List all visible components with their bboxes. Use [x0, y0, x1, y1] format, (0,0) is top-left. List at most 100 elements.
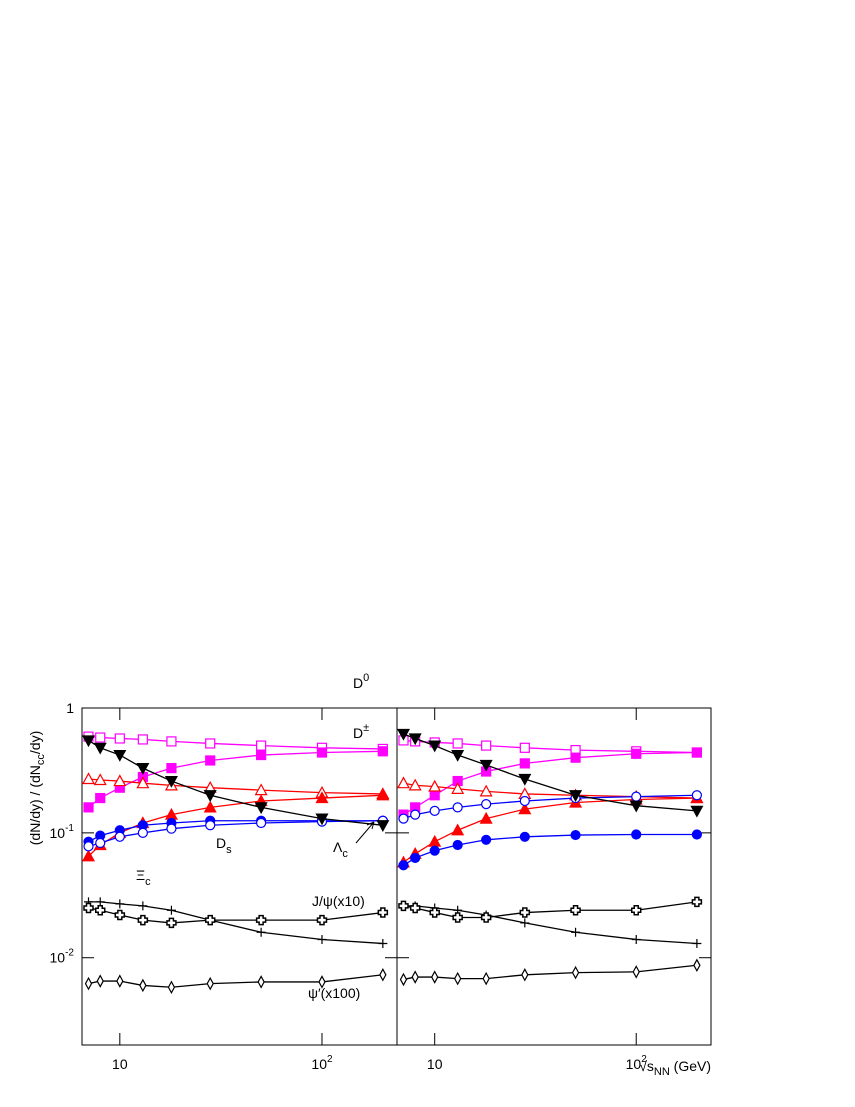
marker — [519, 831, 530, 842]
series-line — [403, 833, 697, 866]
text-part: Ξ — [136, 867, 145, 883]
marker — [317, 934, 327, 944]
marker — [203, 790, 217, 803]
plot-frame — [396, 707, 712, 1046]
marker — [571, 965, 580, 980]
marker — [631, 791, 642, 802]
marker — [376, 820, 390, 833]
marker — [428, 740, 442, 753]
marker — [166, 905, 176, 915]
marker — [95, 897, 105, 907]
marker — [256, 749, 267, 761]
x-tick-label: 102 — [311, 1054, 333, 1072]
marker — [254, 802, 268, 815]
marker — [630, 905, 642, 916]
marker — [410, 852, 421, 864]
marker — [428, 779, 442, 792]
x-axis-label: √sNN (GeV) — [639, 1058, 711, 1078]
marker — [164, 775, 178, 788]
marker — [690, 805, 704, 818]
marker — [113, 774, 127, 787]
text-part: D — [216, 835, 226, 851]
marker — [631, 829, 642, 840]
marker — [481, 834, 492, 845]
text-part: c — [145, 876, 151, 888]
marker — [519, 795, 530, 807]
marker — [115, 899, 125, 909]
marker — [431, 970, 439, 984]
marker — [377, 746, 388, 757]
annotation: J/ψ(x10) — [312, 893, 365, 909]
series-line — [403, 964, 697, 981]
marker — [114, 909, 126, 921]
marker — [378, 938, 388, 948]
marker — [138, 901, 148, 911]
marker — [137, 734, 148, 745]
annotation-arrow — [355, 821, 375, 844]
marker — [205, 755, 216, 766]
y-tick-label: 1 — [66, 700, 74, 716]
marker — [629, 800, 643, 813]
text-part: cc — [35, 754, 47, 766]
text-part: (dN/dy) / (dN — [27, 765, 43, 845]
marker — [113, 749, 127, 762]
marker — [96, 974, 104, 988]
marker — [429, 790, 440, 801]
marker — [396, 776, 411, 789]
marker — [256, 817, 267, 829]
text-part: 10 — [50, 950, 66, 966]
text-part: s — [226, 844, 232, 856]
marker — [409, 902, 421, 914]
marker — [316, 747, 328, 758]
marker — [631, 934, 641, 944]
marker — [408, 778, 422, 791]
marker — [692, 938, 702, 948]
text-part: NN — [654, 1066, 670, 1078]
marker — [377, 907, 389, 918]
marker — [205, 738, 216, 749]
marker — [316, 914, 328, 926]
marker — [520, 918, 530, 928]
marker — [396, 728, 411, 741]
marker — [479, 784, 493, 797]
marker — [519, 758, 530, 769]
x-tick-label: 10 — [112, 1056, 128, 1072]
marker — [632, 965, 640, 979]
marker — [452, 802, 463, 813]
marker — [93, 773, 107, 786]
marker — [481, 798, 492, 810]
marker — [166, 917, 177, 929]
text-part: 0 — [363, 672, 369, 684]
marker — [81, 772, 96, 785]
marker — [479, 759, 493, 772]
marker — [167, 980, 176, 995]
marker — [137, 914, 149, 926]
marker — [410, 809, 421, 820]
y-axis-label: (dN/dy) / (dNcc/dy) — [27, 731, 47, 845]
text-part: -1 — [65, 823, 74, 834]
marker — [81, 735, 96, 748]
text-part: J/ψ(x10) — [312, 893, 365, 909]
x-tick-label: 102 — [626, 1054, 648, 1072]
annotation: Ds — [216, 835, 232, 856]
text-part: /dy) — [27, 731, 43, 754]
marker — [451, 782, 465, 794]
series-line — [88, 750, 383, 808]
marker — [206, 976, 214, 991]
marker — [166, 763, 177, 774]
marker — [570, 752, 581, 763]
marker — [257, 975, 265, 989]
marker — [94, 905, 106, 916]
marker — [203, 800, 217, 813]
marker — [519, 742, 530, 753]
marker — [256, 740, 267, 751]
marker — [139, 978, 147, 993]
text-part: ψ′(x100) — [308, 985, 360, 1001]
marker — [204, 914, 216, 926]
text-part: -2 — [65, 948, 74, 959]
annotation: Λc — [333, 839, 348, 860]
text-part: 10 — [50, 825, 66, 841]
marker — [691, 896, 703, 908]
marker — [451, 749, 465, 762]
